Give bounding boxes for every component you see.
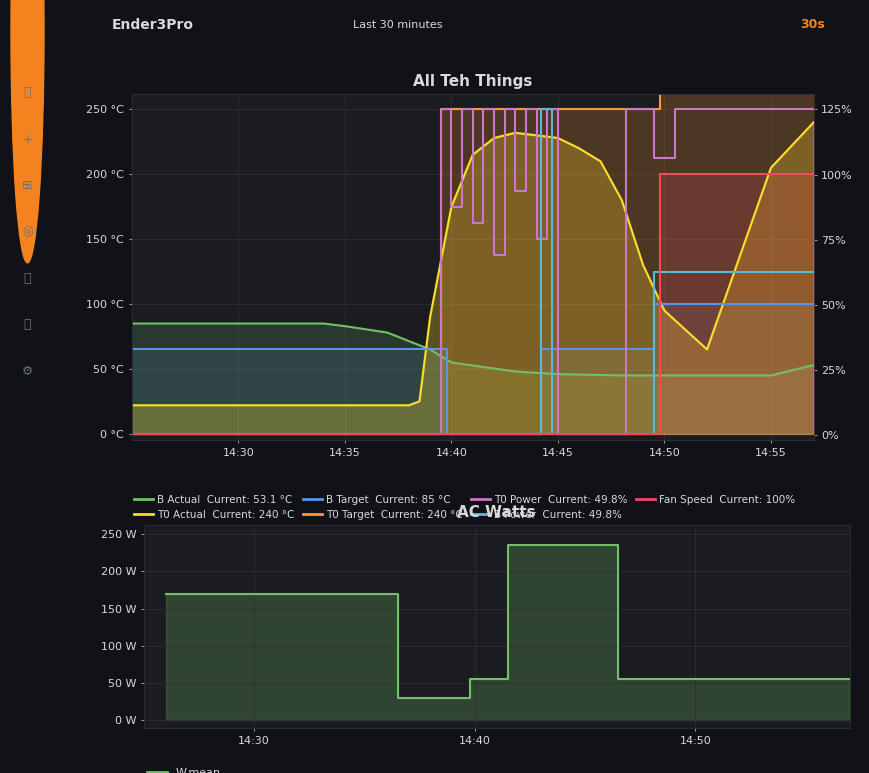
Text: 30s: 30s <box>799 19 825 32</box>
Text: ⊞: ⊞ <box>23 179 33 192</box>
Circle shape <box>11 0 44 263</box>
Text: ◎: ◎ <box>22 226 33 238</box>
Text: 🔔: 🔔 <box>23 272 31 284</box>
Text: ⬡: ⬡ <box>17 26 38 51</box>
Text: Last 30 minutes: Last 30 minutes <box>352 20 441 30</box>
Text: 🔍: 🔍 <box>23 87 31 99</box>
Text: Ender3Pro: Ender3Pro <box>112 18 194 32</box>
Text: 📋: 📋 <box>23 318 31 331</box>
Title: All Teh Things: All Teh Things <box>413 73 532 89</box>
Text: +: + <box>23 133 33 145</box>
Legend: W.mean: W.mean <box>143 764 225 773</box>
Text: ⚙: ⚙ <box>22 365 33 377</box>
Legend: B Actual  Current: 53.1 °C, T0 Actual  Current: 240 °C, B Target  Current: 85 °C: B Actual Current: 53.1 °C, T0 Actual Cur… <box>130 491 798 524</box>
Title: AC Watts: AC Watts <box>457 505 535 519</box>
